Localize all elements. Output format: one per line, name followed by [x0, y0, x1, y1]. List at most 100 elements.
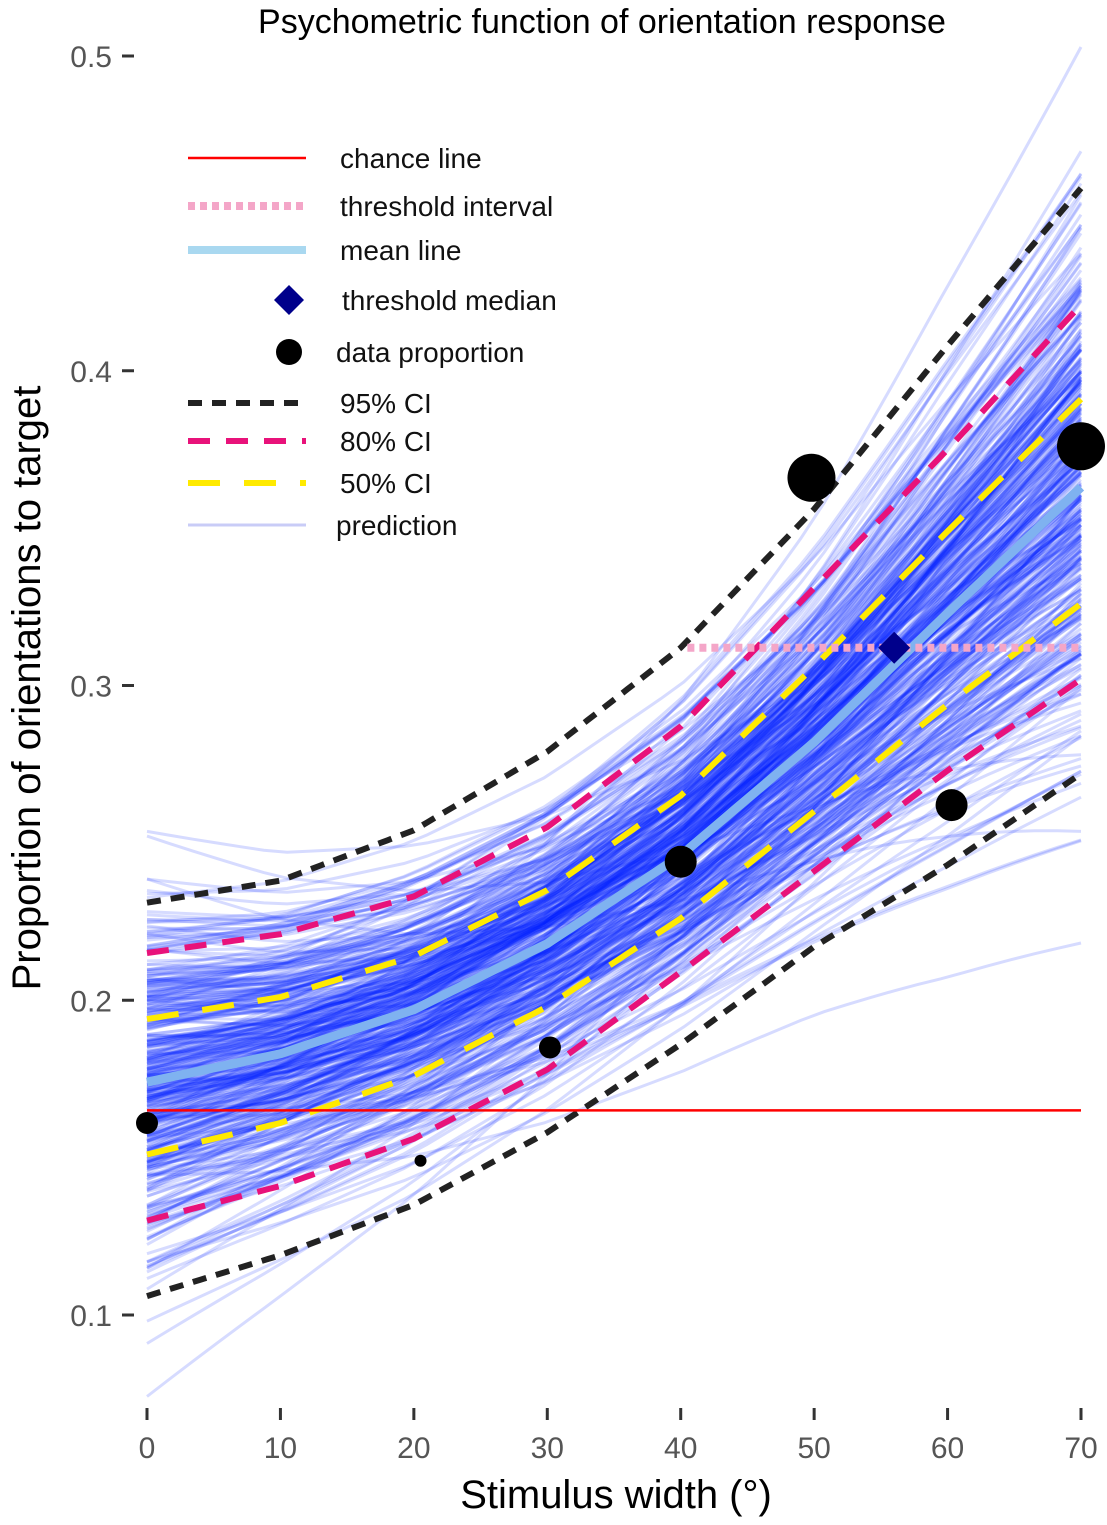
prediction-line [146, 554, 1082, 1100]
prediction-line [146, 499, 1082, 978]
prediction-line [146, 285, 1083, 1135]
prediction-line [146, 376, 1083, 1124]
prediction-line [146, 435, 1083, 1220]
prediction-line [146, 253, 1083, 1068]
legend-label: 80% CI [340, 426, 432, 457]
prediction-line [146, 537, 1083, 1264]
prediction-line [146, 409, 1083, 995]
prediction-line [146, 501, 1083, 1214]
prediction-line [146, 300, 1083, 1165]
prediction-line [146, 443, 1083, 1136]
prediction-line [146, 653, 1082, 1109]
prediction-line [146, 378, 1083, 1181]
prediction-line [146, 362, 1083, 1077]
prediction-line [146, 279, 1083, 1025]
prediction-line [146, 652, 1082, 1123]
prediction-line [146, 662, 1082, 1104]
data-points [136, 422, 1105, 1167]
prediction-line [146, 435, 1083, 1166]
prediction-line [146, 394, 1083, 1014]
prediction-line [146, 453, 1083, 1030]
prediction-line [146, 652, 1082, 1077]
prediction-line [146, 684, 1082, 1169]
prediction-line [146, 563, 1082, 987]
prediction-line [146, 474, 1083, 1160]
prediction-line [146, 446, 1083, 1047]
prediction-line [146, 486, 1082, 939]
legend-label: 95% CI [340, 388, 432, 419]
legend-item-mean: mean line [188, 235, 461, 266]
prediction-line [146, 483, 1082, 1043]
ci-50-lower-line [146, 601, 1083, 1158]
prediction-line [146, 432, 1083, 1015]
prediction-line [146, 313, 1083, 979]
prediction-line [146, 534, 1083, 1137]
prediction-line [146, 554, 1082, 1100]
prediction-line [146, 557, 1083, 1192]
prediction-line [146, 604, 1083, 1211]
prediction-line [146, 528, 1082, 1020]
legend-label: chance line [340, 143, 482, 174]
prediction-line [146, 588, 1082, 1096]
prediction-line [146, 313, 1083, 972]
prediction-line [146, 365, 1083, 983]
prediction-line [146, 545, 1082, 1023]
prediction-line [146, 289, 1083, 951]
prediction-line [146, 385, 1083, 1061]
prediction-line [146, 524, 1083, 1230]
prediction-line [146, 393, 1083, 986]
prediction-line [146, 734, 1082, 1040]
prediction-line [146, 682, 1082, 1004]
prediction-line [146, 650, 1082, 1167]
prediction-line [146, 562, 1082, 1094]
prediction-line [146, 486, 1082, 1042]
prediction-line [146, 445, 1083, 1006]
prediction-line [146, 555, 1082, 982]
prediction-line [146, 676, 1082, 1119]
prediction-line [146, 427, 1082, 972]
prediction-line [146, 550, 1083, 1160]
prediction-line [146, 667, 1082, 1193]
prediction-line [146, 675, 1082, 1038]
prediction-line [146, 596, 1082, 1177]
prediction-line [146, 175, 1083, 1011]
prediction-line [146, 613, 1082, 1163]
prediction-line [146, 781, 1082, 1081]
prediction-line [146, 429, 1083, 1076]
prediction-line [146, 480, 1082, 1044]
prediction-line [146, 321, 1083, 1061]
prediction-line [146, 688, 1082, 1085]
prediction-line [146, 640, 1082, 1098]
prediction-line [146, 173, 1083, 1003]
prediction-line [146, 416, 1083, 1152]
prediction-line [146, 460, 1082, 978]
prediction-line [146, 692, 1082, 1022]
prediction-line [146, 417, 1083, 1054]
prediction-line [146, 459, 1083, 1065]
y-tick-label: 0.3 [70, 671, 112, 704]
prediction-line [146, 494, 1083, 1269]
x-tick-label: 50 [797, 1432, 830, 1465]
data-point [538, 1036, 561, 1059]
prediction-line [146, 497, 1083, 1179]
prediction-line [146, 462, 1083, 1129]
prediction-line [146, 516, 1082, 919]
prediction-line [146, 829, 1082, 936]
prediction-line [146, 262, 1083, 1074]
prediction-line [146, 411, 1083, 1065]
prediction-line [146, 470, 1082, 998]
prediction-lines [146, 46, 1083, 1398]
prediction-line [146, 609, 1082, 1042]
prediction-line [146, 357, 1083, 1108]
prediction-line [146, 471, 1083, 1062]
x-tick-label: 0 [139, 1432, 156, 1465]
prediction-line [146, 769, 1082, 1177]
prediction-line [146, 627, 1082, 1125]
legend-label: prediction [336, 510, 457, 541]
prediction-line [146, 342, 1083, 1291]
prediction-line [146, 726, 1082, 1027]
prediction-line [146, 577, 1082, 1058]
prediction-line [146, 652, 1082, 1088]
prediction-line [146, 431, 1083, 1079]
prediction-line [146, 406, 1083, 1088]
